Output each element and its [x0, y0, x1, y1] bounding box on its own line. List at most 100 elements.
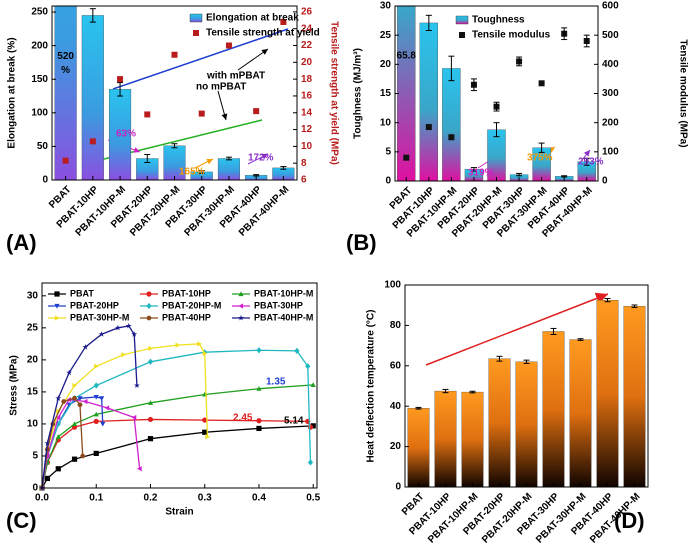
- y2-tick-label: 22: [301, 40, 313, 51]
- legend-label: PBAT-40HP: [162, 312, 211, 322]
- legend-label: PBAT-10HP: [162, 288, 211, 298]
- y-tick-label: 15: [380, 88, 392, 99]
- bar: [569, 339, 592, 487]
- panel: 0 5 10 15 20 25 30 0.0 0.1 0.2 0.3 0.4 0.5 Stress (MP…: [6, 282, 321, 533]
- y2-tick-label: 26: [301, 7, 313, 18]
- point: [125, 322, 132, 329]
- legend-marker: [146, 315, 152, 321]
- error-bar: [577, 338, 584, 341]
- scatter-point: [198, 110, 205, 117]
- error-bar: [117, 82, 124, 97]
- bar: [81, 15, 104, 180]
- point: [93, 450, 99, 457]
- bar: [54, 6, 77, 180]
- legend-label: PBAT-20HP: [70, 300, 119, 310]
- legend-label: Toughness: [472, 15, 525, 26]
- y-tick-label: 100: [384, 280, 401, 291]
- arrow: [247, 153, 269, 165]
- point: [114, 324, 121, 331]
- point: [202, 429, 208, 435]
- point: [121, 352, 126, 358]
- legend-marker: [459, 32, 465, 38]
- point: [256, 386, 262, 391]
- x-tick-label: 0.4: [252, 493, 266, 504]
- y-tick-label: 30: [27, 290, 39, 301]
- arrow: [237, 48, 269, 71]
- annotation: 1.35: [266, 377, 286, 388]
- annotation: 5.14: [284, 416, 304, 427]
- point: [305, 363, 311, 370]
- error-bar: [561, 27, 568, 41]
- point: [71, 396, 78, 401]
- value-label: 520%: [57, 51, 74, 76]
- line: [41, 325, 138, 489]
- point: [256, 425, 262, 432]
- y-tick-label: 40: [390, 401, 402, 412]
- bar: [419, 22, 439, 181]
- legend-marker: [238, 303, 244, 309]
- y2-tick-label: 500: [602, 30, 619, 41]
- y2-tick-label: 12: [301, 124, 313, 135]
- y2-tick-label: 0: [602, 176, 608, 187]
- arrow: [194, 158, 214, 169]
- error-bar: [448, 55, 455, 82]
- annotation: with mPBAT: [206, 71, 265, 82]
- point: [147, 416, 154, 423]
- legend-marker: [54, 303, 60, 309]
- point: [98, 331, 105, 337]
- bar: [442, 68, 461, 181]
- y-tick-label: 20: [380, 59, 392, 70]
- bar: [542, 331, 565, 487]
- point: [202, 417, 208, 423]
- value-label-part: 520: [57, 51, 74, 62]
- y-tick-label: 80: [390, 320, 402, 331]
- point: [256, 347, 262, 354]
- point: [131, 414, 137, 421]
- scatter-point: [171, 51, 178, 58]
- y-tick-label: 0: [395, 482, 401, 493]
- arrow: [581, 149, 591, 161]
- point: [55, 434, 61, 439]
- point: [137, 466, 142, 472]
- point: [61, 399, 67, 404]
- panel-label: (B): [346, 230, 377, 255]
- error-bar: [631, 304, 638, 308]
- annotation: 375%: [527, 153, 553, 164]
- error-bar: [144, 153, 151, 164]
- x-tick-label: 0.0: [35, 493, 49, 504]
- point: [93, 411, 99, 417]
- scatter-point: [117, 76, 124, 83]
- legend-marker: [54, 291, 60, 297]
- point: [72, 382, 78, 389]
- point: [94, 363, 99, 369]
- error-bar: [198, 170, 205, 174]
- scatter-point: [253, 108, 260, 115]
- point: [77, 396, 83, 401]
- error-bar: [469, 390, 476, 394]
- plot-frame: [41, 282, 318, 489]
- point: [71, 456, 78, 462]
- legend-label: PBAT-20HP-M: [162, 300, 221, 310]
- y-tick-label: 60: [390, 360, 402, 371]
- point: [147, 436, 154, 442]
- point: [66, 369, 73, 376]
- point: [307, 459, 314, 466]
- x-tick-label: PBAT-40HP-M: [237, 184, 291, 238]
- y2-tick-label: 400: [602, 59, 619, 70]
- y-tick-label: 30: [380, 1, 392, 12]
- legend-label: Tensile modulus: [472, 30, 551, 41]
- y2-tick-label: 24: [301, 23, 313, 34]
- point: [133, 382, 140, 389]
- legend-marker: [238, 314, 244, 321]
- point: [80, 453, 86, 459]
- error-bar: [442, 388, 449, 394]
- legend-label: PBAT-40HP-M: [254, 312, 313, 322]
- point: [100, 421, 106, 427]
- point: [82, 343, 89, 350]
- error-bar: [561, 175, 568, 178]
- y-tick-label: 20: [390, 441, 402, 452]
- y-tick-label: 5: [385, 146, 391, 157]
- legend-label: PBAT-30HP: [254, 300, 303, 310]
- value-label: 65.8: [397, 51, 417, 62]
